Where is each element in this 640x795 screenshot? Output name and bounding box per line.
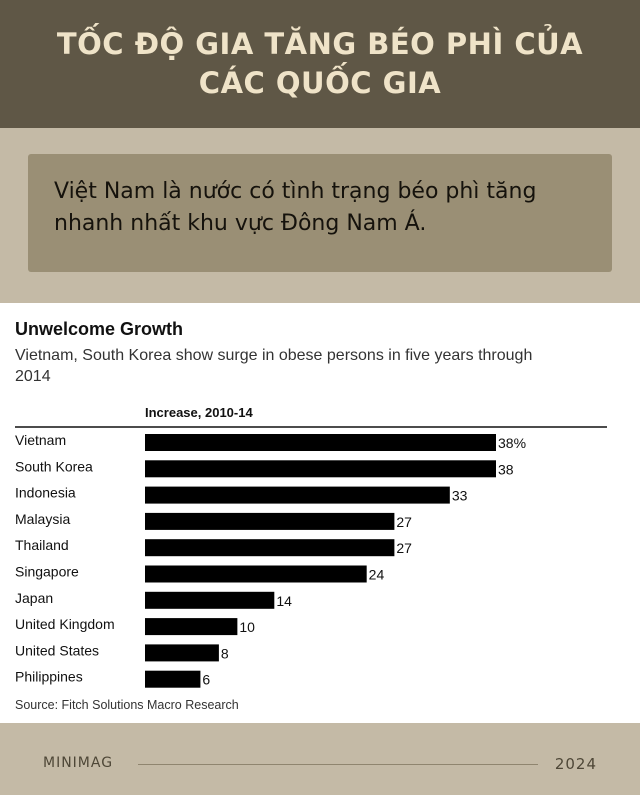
- category-label: Singapore: [15, 564, 79, 580]
- category-label: Japan: [15, 590, 53, 606]
- bar: [145, 670, 201, 688]
- category-label: United States: [15, 642, 99, 658]
- category-label: Thailand: [15, 537, 69, 553]
- bar: [145, 565, 367, 583]
- bar: [145, 591, 275, 609]
- chart-subtitle-line-2: 2014: [15, 368, 51, 385]
- bar: [145, 618, 238, 636]
- bar: [145, 512, 395, 530]
- data-label: 33: [452, 488, 468, 504]
- chart-title: Unwelcome Growth: [15, 319, 183, 339]
- bar: [145, 644, 219, 662]
- category-label: Philippines: [15, 669, 83, 685]
- footer-year: 2024: [554, 755, 597, 773]
- category-label: South Korea: [15, 458, 93, 474]
- data-label: 24: [369, 567, 385, 583]
- data-label: 8: [221, 645, 229, 661]
- bar: [145, 460, 496, 478]
- callout-text: Việt Nam là nước có tình trạng béo phì t…: [54, 179, 537, 236]
- page-title: TỐC ĐỘ GIA TĂNG BÉO PHÌ CỦA CÁC QUỐC GIA: [56, 27, 584, 100]
- header-banner: TỐC ĐỘ GIA TĂNG BÉO PHÌ CỦA CÁC QUỐC GIA: [0, 0, 640, 128]
- column-header: Increase, 2010-14: [145, 405, 253, 420]
- bar: [145, 539, 395, 557]
- data-label: 27: [396, 514, 412, 530]
- footer-divider: [138, 764, 538, 765]
- data-label: 14: [276, 593, 292, 609]
- bars-group: Vietnam 38% South Korea 38 Indonesia 33 Malays…: [15, 432, 526, 688]
- category-label: Indonesia: [15, 485, 76, 501]
- bar: [145, 486, 450, 504]
- data-label: 38: [498, 461, 514, 477]
- data-label: 38%: [498, 435, 526, 451]
- bar: [145, 434, 496, 451]
- chart-panel: Unwelcome Growth Vietnam, South Korea sh…: [0, 303, 640, 723]
- category-label: Vietnam: [15, 432, 66, 448]
- data-label: 27: [396, 540, 412, 556]
- data-label: 6: [202, 672, 210, 688]
- data-label: 10: [239, 619, 255, 635]
- footer-brand: MINIMAG: [43, 755, 114, 771]
- callout-box: Việt Nam là nước có tình trạng béo phì t…: [28, 154, 612, 272]
- bar-chart: Unwelcome Growth Vietnam, South Korea sh…: [15, 319, 607, 712]
- footer: MINIMAG 2024: [0, 723, 640, 795]
- category-label: United Kingdom: [15, 616, 115, 632]
- category-label: Malaysia: [15, 511, 70, 527]
- chart-source: Source: Fitch Solutions Macro Research: [15, 698, 239, 712]
- chart-subtitle-line-1: Vietnam, South Korea show surge in obese…: [15, 347, 532, 364]
